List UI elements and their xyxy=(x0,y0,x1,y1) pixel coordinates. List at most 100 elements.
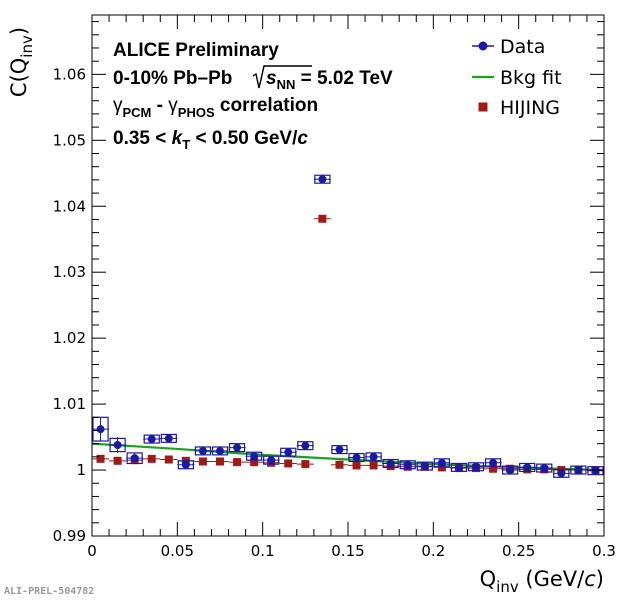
y-axis-title-sub: inv xyxy=(18,35,36,58)
data-point xyxy=(164,434,173,443)
x-axis-title-sub: inv xyxy=(496,578,519,596)
annotation-line-3: γPCM - γPHOS correlation xyxy=(113,95,318,120)
y-axis-title-main: C(Q xyxy=(7,58,31,97)
data-point xyxy=(386,459,395,468)
annotation-kt-k: k xyxy=(172,128,184,149)
y-tick-label: 1.03 xyxy=(53,263,86,281)
axes: 0 0.05 0.1 0.15 0.2 0.25 0.3 0.99 1 1.01 1.02 1.03 1… xyxy=(53,14,616,560)
y-tick-label: 1.02 xyxy=(53,329,86,347)
hijing-point xyxy=(96,454,105,463)
annotation-correlation: correlation xyxy=(215,95,318,116)
x-tick-label: 0.05 xyxy=(161,542,194,560)
x-tick-label: 0 xyxy=(87,542,97,560)
data-markers xyxy=(92,174,604,478)
annotation-phos: PHOS xyxy=(178,105,215,120)
data-point xyxy=(113,440,122,449)
annotation-line-4-b: < 0.50 GeV/ xyxy=(190,128,298,149)
legend-data-label: Data xyxy=(500,36,545,58)
data-point xyxy=(523,463,532,472)
hijing-point xyxy=(437,463,446,472)
annotation-block: ALICE Preliminary 0-10% Pb–Pb sNN = 5.02… xyxy=(113,40,393,152)
hijing-point xyxy=(250,458,259,467)
data-point xyxy=(267,456,276,465)
hijing-point xyxy=(335,460,344,469)
annotation-line-4: 0.35 < kT < 0.50 GeV/c xyxy=(113,128,308,152)
annotation-line-2: 0-10% Pb–Pb xyxy=(113,68,232,89)
data-point xyxy=(591,466,600,475)
data-point xyxy=(130,454,139,463)
data-point xyxy=(181,460,190,469)
annotation-line-2-a: 0-10% Pb xyxy=(113,68,197,89)
annotation-kt-t: T xyxy=(182,137,190,152)
y-tick-label: 1.05 xyxy=(53,131,86,149)
x-axis-title-unit-open: (GeV/ xyxy=(519,567,585,591)
x-tick-label: 0.2 xyxy=(421,542,445,560)
x-axis-title-unit-close: ) xyxy=(596,567,604,591)
hijing-point xyxy=(369,461,378,470)
x-tick-label: 0.3 xyxy=(592,542,616,560)
data-point xyxy=(437,458,446,467)
hijing-point xyxy=(198,457,207,466)
annotation-sqrt-s: s xyxy=(266,68,277,89)
annotation-line-4-c: c xyxy=(297,128,308,149)
hijing-point xyxy=(113,456,122,465)
data-point xyxy=(233,443,242,452)
data-point xyxy=(301,441,310,450)
legend-bkg-fit-label: Bkg fit xyxy=(500,67,562,89)
hijing-point xyxy=(489,464,498,473)
x-tick-label: 0.15 xyxy=(331,542,364,560)
data-point xyxy=(489,458,498,467)
data-point xyxy=(420,462,429,471)
annotation-pcm: PCM xyxy=(123,105,152,120)
annotation-energy-value: = 5.02 TeV xyxy=(295,68,393,89)
x-tick-label: 0.25 xyxy=(502,542,535,560)
data-point xyxy=(335,445,344,454)
data-point xyxy=(216,446,224,455)
data-point xyxy=(96,425,105,434)
data-point xyxy=(284,448,293,457)
annotation-line-3-dash: - xyxy=(151,95,168,116)
x-axis-title-main: Q xyxy=(480,567,497,591)
data-point xyxy=(454,463,463,472)
preliminary-id-watermark: ALI-PREL-504782 xyxy=(4,586,95,597)
y-tick-label: 1 xyxy=(76,461,86,479)
hijing-point xyxy=(352,461,361,470)
y-tick-label: 0.99 xyxy=(53,527,86,545)
hijing-point xyxy=(284,459,293,468)
annotation-line-2-energy: sNN = 5.02 TeV xyxy=(266,68,393,92)
data-point xyxy=(352,453,361,462)
y-tick-label: 1.04 xyxy=(53,197,86,215)
annotation-gamma-2: γ xyxy=(168,95,178,116)
hijing-point xyxy=(216,457,224,466)
data-point xyxy=(574,466,583,475)
x-axis-title: Qinv (GeV/c) xyxy=(480,567,604,596)
y-axis-title: C(Qinv) xyxy=(7,27,36,97)
hijing-point xyxy=(318,214,327,223)
legend-data-marker xyxy=(478,41,488,51)
data-point xyxy=(557,469,566,478)
y-tick-label: 1.01 xyxy=(53,395,86,413)
annotation-line-2-b: Pb xyxy=(208,68,232,89)
x-axis-title-unit-var: c xyxy=(584,567,596,591)
annotation-gamma-1: γ xyxy=(113,95,123,116)
annotation-nn: NN xyxy=(277,77,296,92)
y-tick-label: 1.06 xyxy=(53,65,86,83)
annotation-line-2-dash: – xyxy=(197,68,208,89)
data-point xyxy=(198,446,207,455)
sqrt-symbol xyxy=(252,65,312,89)
hijing-point xyxy=(147,454,156,463)
y-axis-title-close: ) xyxy=(7,27,31,35)
data-point xyxy=(318,175,327,184)
legend-hijing-marker xyxy=(478,102,488,112)
annotation-line-1: ALICE Preliminary xyxy=(113,40,279,61)
data-point xyxy=(506,466,515,475)
data-point xyxy=(540,464,549,473)
data-point xyxy=(147,435,156,444)
x-tick-label: 0.1 xyxy=(251,542,275,560)
hijing-point xyxy=(301,460,310,469)
hijing-point xyxy=(233,458,242,467)
legend: Data Bkg fit HIJING xyxy=(472,36,562,119)
data-point xyxy=(403,460,412,469)
annotation-line-4-a: 0.35 < xyxy=(113,128,172,149)
